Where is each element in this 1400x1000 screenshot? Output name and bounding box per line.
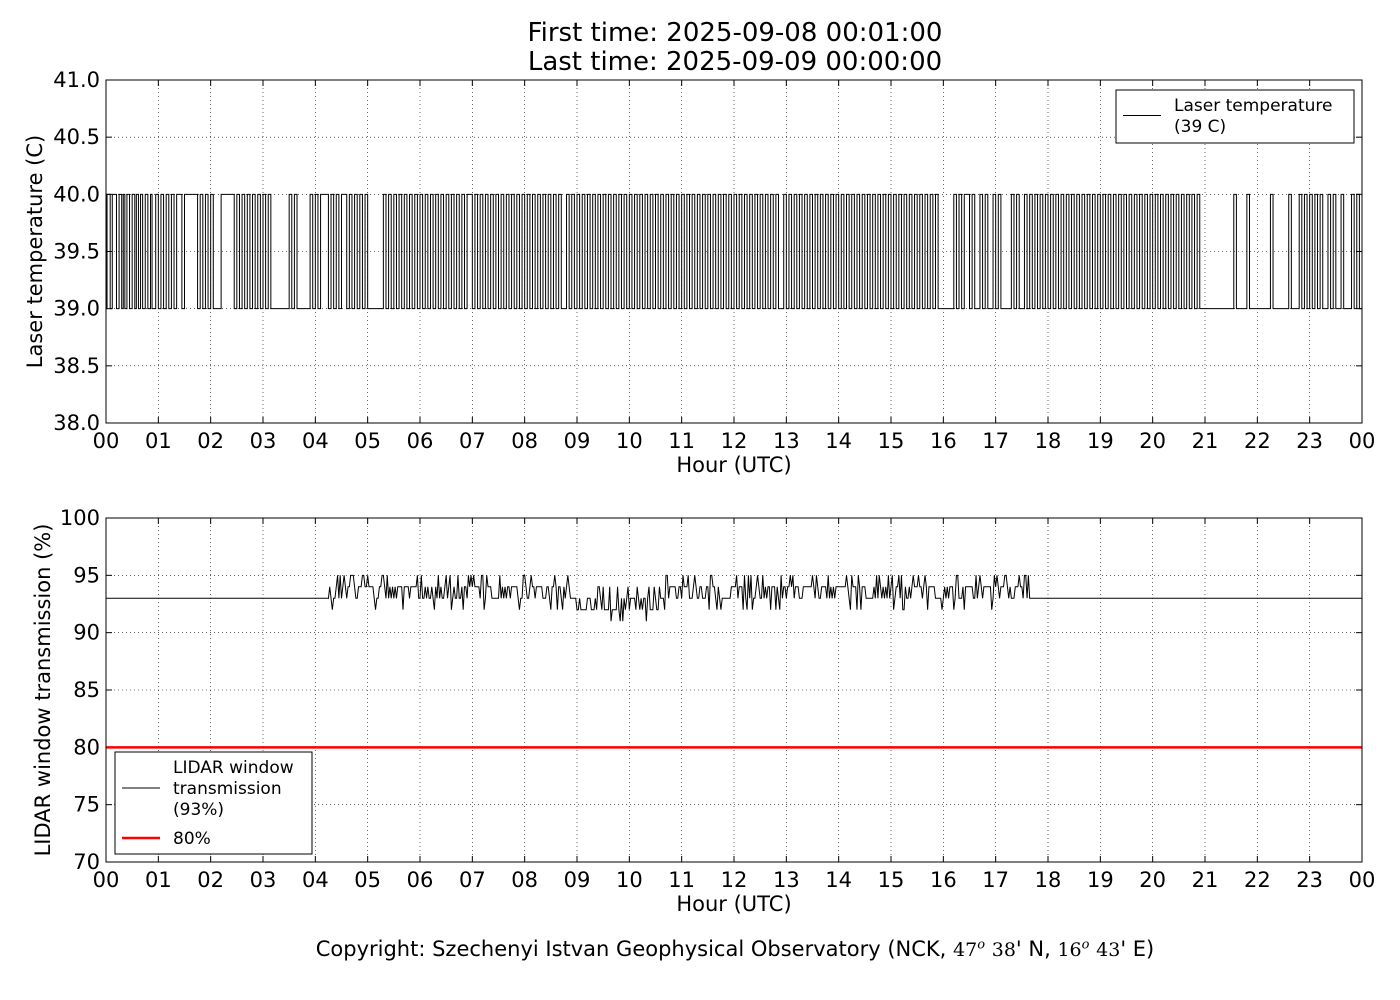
legend-label: (93%)	[173, 800, 224, 820]
y-tick-label: 85	[73, 678, 100, 702]
x-tick-label: 20	[1139, 429, 1166, 453]
latitude-suffix: ' N,	[1015, 937, 1051, 961]
y-tick-label: 95	[73, 563, 100, 587]
x-tick-label: 21	[1192, 868, 1219, 892]
y-tick-label: 75	[73, 793, 100, 817]
trans-data	[106, 574, 1362, 749]
x-tick-label: 00	[93, 868, 120, 892]
laser-temperature-line	[106, 193, 1362, 310]
x-tick-label: 10	[616, 868, 643, 892]
y-tick-label: 40.5	[53, 125, 100, 149]
x-tick-label: 08	[511, 429, 538, 453]
longitude-minutes: 43	[1096, 939, 1121, 961]
x-tick-label: 18	[1035, 429, 1062, 453]
x-axis-label: Hour (UTC)	[676, 453, 791, 477]
x-tick-label: 10	[616, 429, 643, 453]
copyright-text: Copyright: Szechenyi Istvan Geophysical …	[315, 937, 947, 961]
y-tick-label: 80	[73, 735, 100, 759]
x-tick-label: 17	[982, 868, 1009, 892]
x-tick-label: 22	[1244, 868, 1271, 892]
plot-frame	[105, 79, 1363, 424]
x-tick-label: 19	[1087, 868, 1114, 892]
x-tick-label: 09	[564, 429, 591, 453]
x-tick-label: 23	[1296, 868, 1323, 892]
x-tick-label: 06	[407, 868, 434, 892]
x-tick-label: 05	[354, 868, 381, 892]
longitude-degrees: 16o	[1057, 937, 1090, 961]
x-tick-label: 13	[773, 868, 800, 892]
x-tick-label: 02	[197, 868, 224, 892]
x-tick-label: 01	[145, 868, 172, 892]
temp-panel: 00 01 02 03 04 05 06 07 08 09 10 11 12 13 14 15 16 17 18 19…	[23, 68, 1375, 477]
y-tick-label: 39.0	[53, 297, 100, 321]
x-tick-label: 03	[250, 868, 277, 892]
x-tick-label: 09	[564, 868, 591, 892]
y-tick-label: 90	[73, 621, 100, 645]
x-tick-label: 15	[878, 868, 905, 892]
x-tick-label: 14	[825, 868, 852, 892]
x-tick-label: 16	[930, 868, 957, 892]
copyright-footer: Copyright: Szechenyi Istvan Geophysical …	[0, 937, 1400, 961]
y-tick-label: 38.5	[53, 354, 100, 378]
x-tick-label: 00	[93, 429, 120, 453]
y-tick-label: 41.0	[53, 68, 100, 92]
x-axis-label: Hour (UTC)	[676, 892, 791, 916]
x-tick-label: 21	[1192, 429, 1219, 453]
x-tick-label: 07	[459, 868, 486, 892]
x-tick-label: 17	[982, 429, 1009, 453]
y-tick-label: 38.0	[53, 411, 100, 435]
y-tick-label: 39.5	[53, 240, 100, 264]
x-tick-label: 12	[721, 429, 748, 453]
legend-label: Laser temperature	[1174, 96, 1332, 116]
longitude-suffix: ' E)	[1120, 937, 1155, 961]
plot-frame	[105, 517, 1363, 863]
latitude-minutes: 38	[991, 939, 1016, 961]
x-tick-label: 04	[302, 868, 329, 892]
x-tick-label: 01	[145, 429, 172, 453]
legend-label: 80%	[173, 829, 211, 849]
legend-label: (39 C)	[1174, 117, 1226, 137]
legend-label: transmission	[173, 779, 282, 799]
temp-legend: Laser temperature(39 C)	[1115, 89, 1355, 144]
x-tick-label: 16	[930, 429, 957, 453]
x-tick-label: 11	[668, 868, 695, 892]
latitude-degrees: 47o	[953, 937, 986, 961]
x-tick-label: 23	[1296, 429, 1323, 453]
y-tick-label: 100	[60, 506, 100, 530]
x-tick-label: 07	[459, 429, 486, 453]
trans-panel: 00 01 02 03 04 05 06 07 08 09 10 11 12 13 14 15 16 17 18 19…	[31, 506, 1375, 916]
chart-title-line2: Last time: 2025-09-09 00:00:00	[527, 47, 943, 77]
y-tick-label: 70	[73, 850, 100, 874]
x-tick-label: 05	[354, 429, 381, 453]
x-tick-label: 00	[1349, 868, 1376, 892]
x-tick-label: 03	[250, 429, 277, 453]
x-tick-label: 04	[302, 429, 329, 453]
x-tick-label: 02	[197, 429, 224, 453]
x-tick-label: 14	[825, 429, 852, 453]
y-tick-label: 40.0	[53, 182, 100, 206]
temp-data	[106, 193, 1362, 310]
transmission-line	[106, 574, 1362, 622]
x-tick-label: 15	[878, 429, 905, 453]
x-tick-label: 06	[407, 429, 434, 453]
y-axis-label: Laser temperature (C)	[23, 135, 47, 368]
x-tick-label: 11	[668, 429, 695, 453]
legend-box	[1115, 89, 1355, 144]
x-tick-label: 19	[1087, 429, 1114, 453]
chart-title-line1: First time: 2025-09-08 00:01:00	[527, 18, 943, 48]
x-tick-label: 20	[1139, 868, 1166, 892]
legend-label: LIDAR window	[173, 758, 294, 778]
x-tick-label: 18	[1035, 868, 1062, 892]
x-tick-label: 08	[511, 868, 538, 892]
x-tick-label: 12	[721, 868, 748, 892]
y-axis-label: LIDAR window transmission (%)	[31, 524, 55, 857]
x-tick-label: 00	[1349, 429, 1376, 453]
x-tick-label: 22	[1244, 429, 1271, 453]
x-tick-label: 13	[773, 429, 800, 453]
